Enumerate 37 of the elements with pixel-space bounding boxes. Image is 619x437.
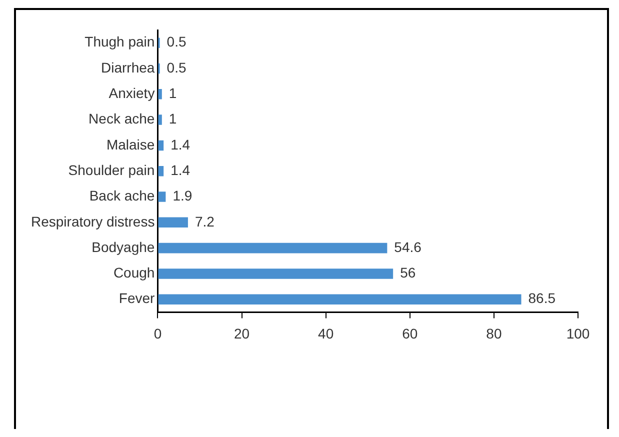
y-tick-label: Anxiety [108, 84, 155, 101]
x-tick-label: 80 [486, 325, 502, 342]
y-tick-label: Malaise [106, 136, 155, 152]
data-label: 56 [400, 264, 416, 281]
data-label: 54.6 [394, 238, 422, 255]
data-label: 1.4 [170, 162, 190, 178]
bar [158, 192, 166, 202]
x-tick-label: 100 [566, 325, 590, 342]
y-tick-label: Respiratory distress [31, 213, 155, 230]
data-label: 0.5 [166, 59, 186, 76]
bar [158, 217, 188, 228]
y-tick-label: Bodyaghe [92, 238, 155, 255]
y-tick-label: Diarrhea [101, 59, 155, 76]
bar [158, 294, 522, 305]
bar [158, 89, 162, 100]
data-label: 0.5 [166, 34, 186, 50]
data-label: 1 [168, 84, 177, 101]
x-tick-label: 40 [318, 325, 334, 342]
data-label: 1.9 [172, 188, 192, 204]
data-label: 86.5 [528, 290, 556, 306]
bar [158, 166, 164, 176]
x-tick-label: 0 [154, 325, 162, 342]
bar [158, 242, 388, 254]
y-tick-label: Shoulder pain [68, 162, 155, 178]
bar [158, 140, 164, 151]
data-label: 1 [168, 110, 177, 127]
bar [158, 268, 394, 279]
bar [158, 114, 162, 125]
x-tick-label: 20 [234, 325, 250, 342]
y-tick-label: Cough [113, 264, 155, 281]
y-tick-label: Thugh pain [84, 34, 155, 50]
y-tick-label: Back ache [89, 188, 155, 204]
y-tick-label: Fever [118, 290, 156, 306]
x-tick-label: 60 [402, 325, 418, 342]
data-label: 1.4 [170, 136, 190, 152]
data-label: 7.2 [194, 213, 215, 230]
y-tick-label: Neck ache [88, 110, 155, 127]
